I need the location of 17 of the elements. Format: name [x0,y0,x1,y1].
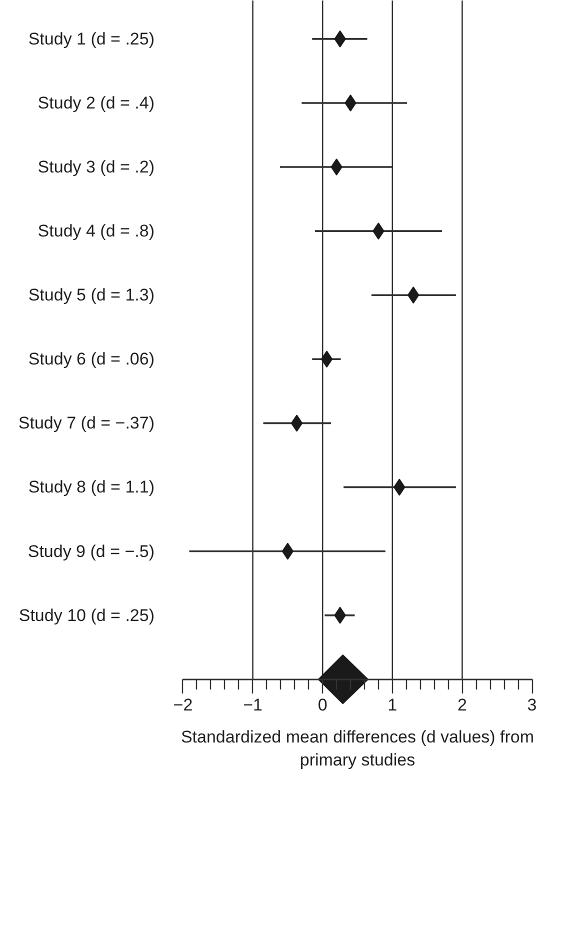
x-tick-label: 2 [457,695,467,714]
y-tick-label: Study 10 (d = .25) [18,606,155,625]
y-tick-label: Study 8 (d = 1.1) [28,478,154,497]
y-tick-label: Study 3 (d = .2) [38,158,154,177]
y-tick-label: Study 9 (d = −.5) [28,542,155,561]
y-tick-label: Study 4 (d = .8) [38,222,154,241]
x-tick-label: 3 [527,695,537,714]
y-tick-label: Study 1 (d = .25) [28,29,154,48]
x-tick-label: −1 [243,695,262,714]
x-tick-label: −2 [173,695,193,714]
x-tick-label: 1 [388,695,398,714]
y-tick-label: Study 7 (d = −.37) [18,414,155,433]
x-axis-title: Standardized mean differences (d values) from primary studies [180,728,534,770]
x-tick-label: 0 [318,695,328,714]
y-tick-label: Study 2 (d = .4) [38,93,154,112]
y-tick-label: Study 5 (d = 1.3) [28,286,154,305]
y-tick-label: Study 6 (d = .06) [28,350,154,369]
